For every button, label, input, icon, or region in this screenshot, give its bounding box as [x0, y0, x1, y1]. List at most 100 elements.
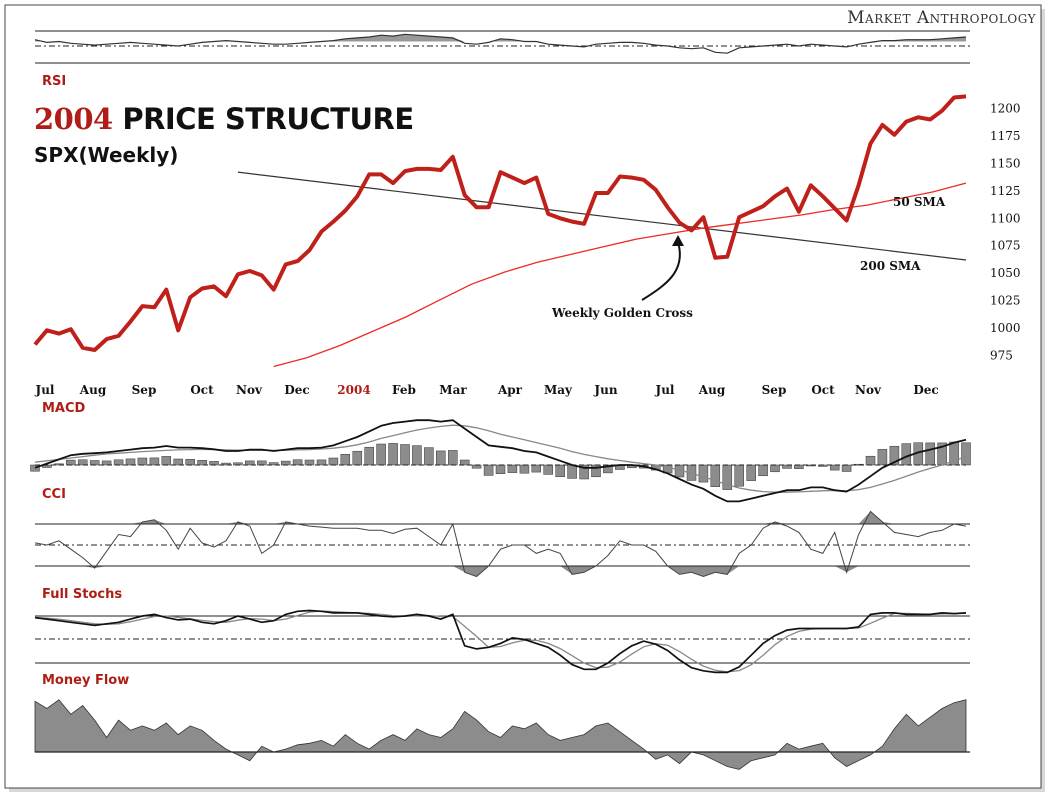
- y-tick-label: 1200: [990, 102, 1021, 116]
- y-tick-label: 1025: [990, 294, 1021, 308]
- macd-histogram-bar: [400, 444, 410, 466]
- macd-histogram-bar: [257, 460, 267, 466]
- macd-histogram-bar: [734, 464, 744, 487]
- panel-label-macd: MACD: [42, 401, 86, 416]
- macd-histogram-bar: [292, 459, 303, 466]
- macd-histogram-bar: [519, 464, 530, 474]
- chart-title: 2004 PRICE STRUCTURE: [34, 102, 414, 136]
- macd-histogram-bar: [125, 458, 136, 466]
- macd-histogram-bar: [567, 464, 577, 479]
- cci-line: [34, 510, 967, 578]
- y-tick-label: 1150: [990, 156, 1021, 170]
- y-tick-label: 1000: [990, 321, 1021, 335]
- chart-subtitle: SPX(Weekly): [34, 143, 179, 167]
- month-label: Nov: [236, 383, 263, 397]
- rsi-line: [34, 33, 967, 54]
- panel-label-cci: CCI: [42, 487, 66, 502]
- month-label: May: [544, 383, 573, 397]
- macd-histogram-bar: [340, 454, 351, 466]
- macd-histogram-bar: [209, 461, 219, 466]
- macd-histogram-bar: [483, 464, 494, 476]
- month-label: Sep: [762, 383, 787, 397]
- sma200-line: [237, 171, 967, 261]
- macd-histogram-bar: [221, 462, 231, 466]
- macd-histogram-bar: [364, 446, 374, 466]
- macd-histogram-bar: [352, 450, 363, 466]
- month-label: Aug: [79, 383, 107, 397]
- month-label: Oct: [190, 383, 214, 397]
- month-label: Feb: [392, 383, 416, 397]
- y-tick-label: 1175: [990, 129, 1021, 143]
- macd-histogram-bar: [794, 464, 804, 469]
- macd-histogram-bar: [543, 464, 553, 475]
- macd-histogram-bar: [412, 445, 422, 466]
- panel-label-rsi: RSI: [42, 74, 67, 89]
- stoch-k-line: [34, 609, 967, 674]
- macd-histogram-bar: [280, 460, 291, 466]
- month-label: Jul: [655, 383, 675, 397]
- macd-histogram-bar: [113, 459, 124, 466]
- macd-histogram-bar: [770, 464, 780, 473]
- macd-histogram-bar: [137, 457, 148, 466]
- month-label: Mar: [439, 383, 467, 397]
- macd-histogram-bar: [459, 459, 470, 466]
- macd-histogram-bar: [495, 464, 506, 474]
- cci-lower-fill: [35, 566, 966, 577]
- macd-histogram-bar: [89, 460, 100, 466]
- macd-histogram-bar: [758, 464, 768, 477]
- macd-histogram-bar: [66, 459, 76, 466]
- month-label: Dec: [284, 383, 309, 397]
- title-year: 2004: [34, 102, 113, 136]
- month-label: Jul: [35, 383, 55, 397]
- macd-histogram-bar: [149, 457, 160, 466]
- macd-histogram-bar: [185, 459, 195, 466]
- macd-histogram-bar: [579, 464, 589, 480]
- cci-upper-fill: [35, 511, 966, 524]
- month-label: Jun: [593, 383, 617, 397]
- macd-histogram-bar: [424, 447, 434, 466]
- macd-histogram-bar: [316, 459, 327, 466]
- month-label: Nov: [855, 383, 882, 397]
- macd-histogram-bar: [436, 450, 446, 466]
- macd-histogram-bar: [961, 442, 971, 466]
- macd-histogram-bar: [782, 464, 792, 469]
- macd-signal-line: [34, 424, 967, 493]
- macd-histogram-bar: [865, 455, 876, 466]
- macd-histogram-bar: [925, 442, 935, 466]
- month-label: Sep: [132, 383, 157, 397]
- macd-histogram-bar: [388, 443, 398, 466]
- macd-histogram-bar: [829, 464, 840, 471]
- month-label: Apr: [497, 383, 523, 397]
- macd-histogram-bar: [77, 459, 88, 466]
- macd-histogram-bar: [507, 464, 518, 473]
- golden-cross-annotation: Weekly Golden Cross: [551, 306, 693, 320]
- macd-histogram-bar: [245, 460, 255, 466]
- y-tick-label: 1125: [990, 184, 1021, 198]
- y-tick-label: 1075: [990, 239, 1021, 253]
- macd-histogram-bar: [841, 464, 852, 472]
- macd-histogram-bar: [698, 464, 709, 483]
- macd-line: [34, 419, 967, 503]
- macd-histogram-bar: [268, 462, 279, 466]
- y-tick-label: 975: [990, 349, 1013, 363]
- brand-label: Market Anthropology: [847, 8, 1036, 28]
- macd-histogram-bar: [710, 464, 721, 487]
- title-rest: PRICE STRUCTURE: [112, 102, 414, 136]
- panel-label-mfi: Money Flow: [42, 673, 130, 688]
- macd-histogram-bar: [304, 459, 315, 466]
- frame-border: [4, 4, 1042, 789]
- macd-histogram-bar: [448, 450, 458, 466]
- macd-histogram-bar: [328, 457, 339, 466]
- macd-histogram-bar: [746, 464, 756, 481]
- macd-histogram-bar: [901, 443, 912, 466]
- macd-histogram-bar: [101, 460, 112, 466]
- macd-histogram-bar: [173, 458, 183, 466]
- macd-histogram-bar: [376, 443, 386, 466]
- sma50-annotation: 50 SMA: [893, 195, 946, 209]
- macd-histogram-bar: [531, 464, 542, 473]
- macd-histogram-bar: [877, 449, 888, 466]
- month-label: Dec: [913, 383, 938, 397]
- golden-cross-arrowhead: [672, 235, 684, 246]
